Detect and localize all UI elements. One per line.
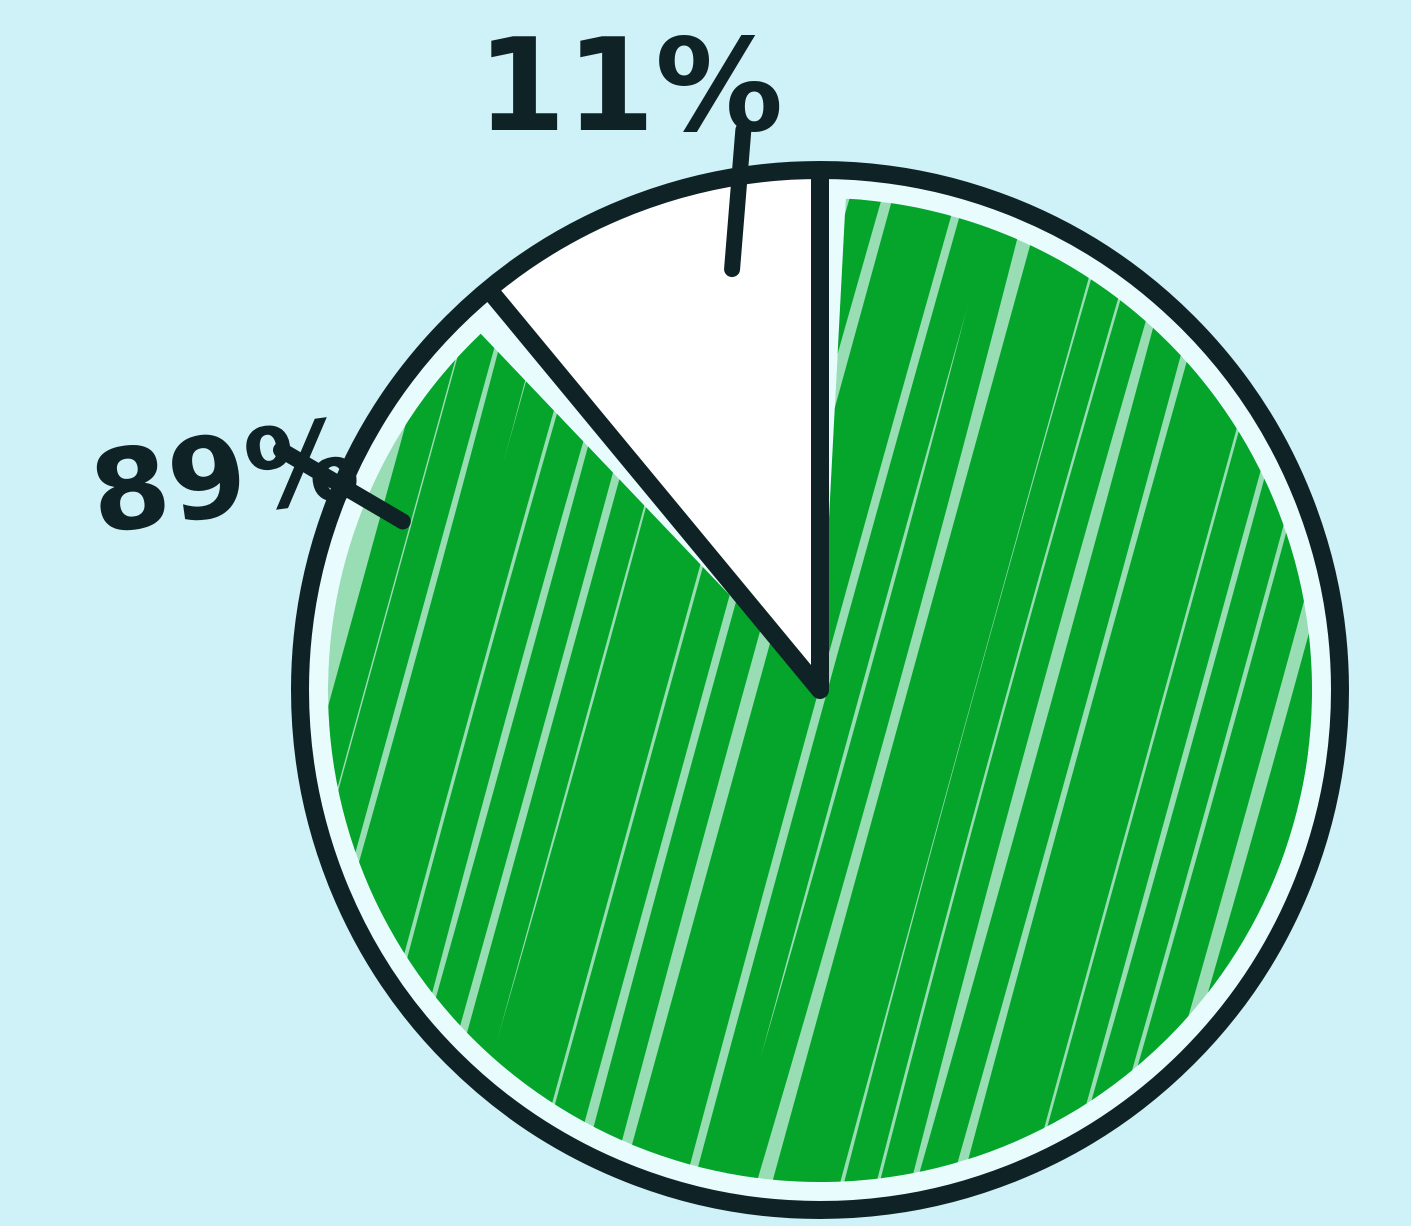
slice-divider [481,170,829,699]
hatch-stroke [792,198,1127,1183]
hatch-stroke [1377,140,1411,1226]
hatch-stroke [832,198,1164,1183]
hatch-stroke [609,198,941,1183]
hatch-stroke [759,198,1092,1183]
label-11: 11% [477,12,783,161]
slice-11 [488,170,820,690]
leader-89 [273,442,411,530]
hatch-stroke [641,198,973,1183]
hatch-stroke [710,198,1042,1183]
hatch-stroke [681,198,1014,1183]
hatch-stroke [1054,198,1313,1183]
leader-11 [724,122,752,278]
